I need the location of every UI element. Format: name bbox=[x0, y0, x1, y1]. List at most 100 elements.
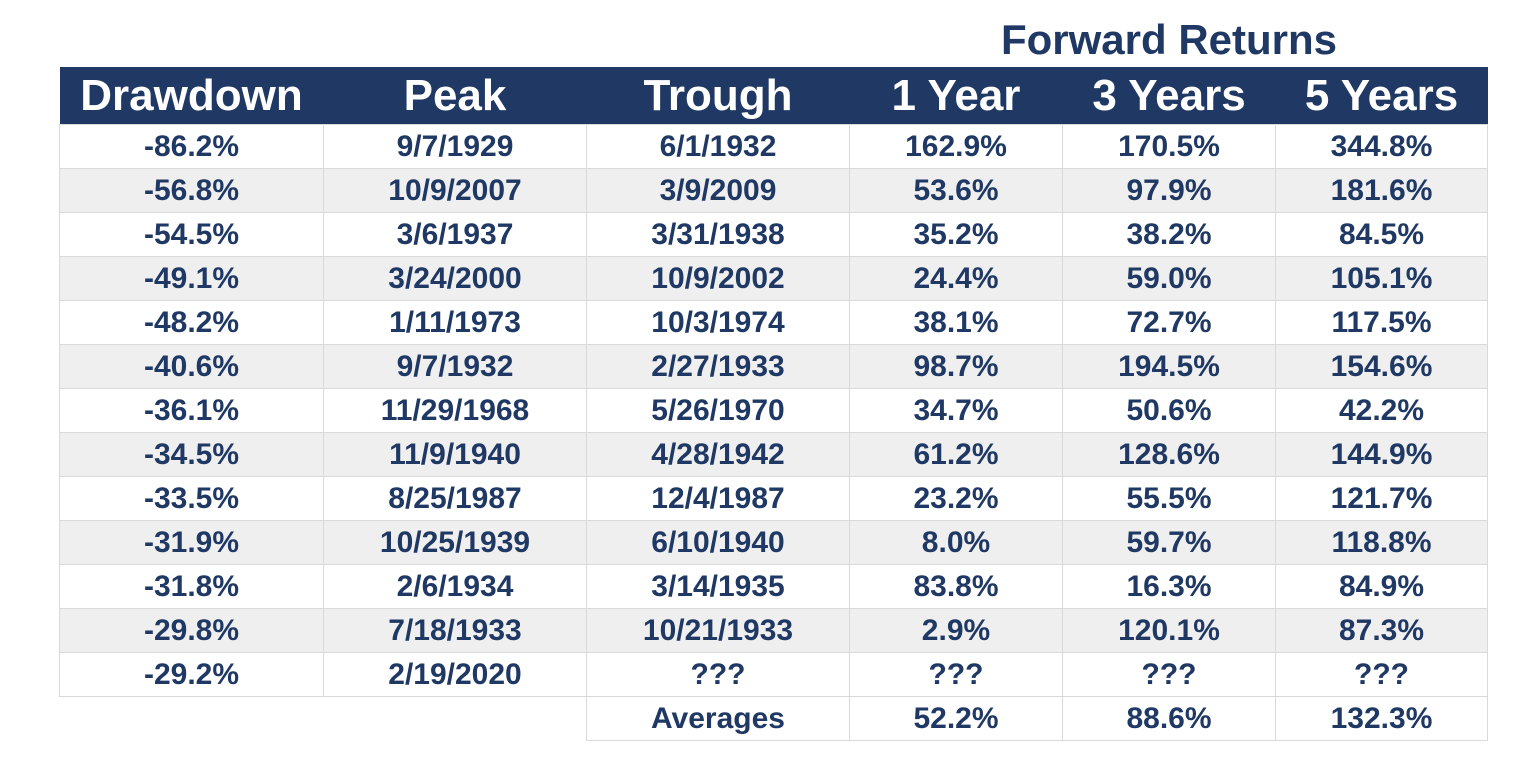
drawdown-cell: -34.5% bbox=[59, 432, 324, 477]
table-row: -29.2% 2/19/2020???????????? bbox=[59, 652, 1488, 697]
peak-cell: 2/6/1934 bbox=[323, 564, 587, 609]
one-year-cell: 8.0% bbox=[849, 520, 1063, 565]
peak-cell: 7/18/1933 bbox=[323, 608, 587, 653]
five-years-cell: 154.6% bbox=[1275, 344, 1488, 389]
header-row: Drawdown Peak Trough 1 Year 3 Years 5 Ye… bbox=[59, 67, 1488, 125]
averages-label: Averages bbox=[586, 696, 850, 741]
table-row: -29.8% 7/18/1933 10/21/1933 2.9% 120.1% 87.3% bbox=[59, 608, 1488, 653]
five-years-cell: 84.5% bbox=[1275, 212, 1488, 257]
trough-cell: ??? bbox=[586, 652, 850, 697]
table-row: -86.2% 9/7/1929 6/1/1932 162.9% 170.5% 344.8% bbox=[59, 124, 1488, 169]
drawdown-cell: -48.2% bbox=[59, 300, 324, 345]
drawdown-cell: -33.5% bbox=[59, 476, 324, 521]
table-row: -33.5% 8/25/1987 12/4/1987 23.2% 55.5% 121.7% bbox=[59, 476, 1488, 521]
three-years-cell: 16.3% bbox=[1062, 564, 1276, 609]
drawdown-cell: -31.9% bbox=[59, 520, 324, 565]
column-header-peak: Peak bbox=[323, 67, 587, 125]
five-years-cell: 87.3% bbox=[1275, 608, 1488, 653]
five-years-cell: 118.8% bbox=[1275, 520, 1488, 565]
three-years-cell: 72.7% bbox=[1062, 300, 1276, 345]
trough-cell: 10/21/1933 bbox=[586, 608, 850, 653]
drawdown-cell: -86.2% bbox=[59, 124, 324, 169]
one-year-cell: 38.1% bbox=[849, 300, 1063, 345]
table-body: -86.2% 9/7/1929 6/1/1932 162.9% 170.5% 344.8%… bbox=[59, 124, 1488, 741]
averages-five-years: 132.3% bbox=[1275, 696, 1488, 741]
trough-cell: 3/9/2009 bbox=[586, 168, 850, 213]
five-years-cell: 181.6% bbox=[1275, 168, 1488, 213]
one-year-cell: 2.9% bbox=[849, 608, 1063, 653]
table-row: -54.5% 3/6/1937 3/31/1938 35.2% 38.2% 84.5% bbox=[59, 212, 1488, 257]
peak-cell: 10/25/1939 bbox=[323, 520, 587, 565]
peak-cell: 11/29/1968 bbox=[323, 388, 587, 433]
column-header-5-years: 5 Years bbox=[1275, 67, 1488, 125]
three-years-cell: 194.5% bbox=[1062, 344, 1276, 389]
column-header-3-years: 3 Years bbox=[1062, 67, 1276, 125]
five-years-cell: 84.9% bbox=[1275, 564, 1488, 609]
one-year-cell: 83.8% bbox=[849, 564, 1063, 609]
drawdown-cell: -40.6% bbox=[59, 344, 324, 389]
averages-row: Averages 52.2% 88.6% 132.3% bbox=[60, 696, 1488, 741]
peak-cell: 10/9/2007 bbox=[323, 168, 587, 213]
table-row: -34.5% 11/9/1940 4/28/1942 61.2% 128.6% 144.9… bbox=[59, 432, 1488, 477]
table-row: -40.6% 9/7/1932 2/27/1933 98.7% 194.5% 154.6% bbox=[59, 344, 1488, 389]
five-years-cell: 105.1% bbox=[1275, 256, 1488, 301]
three-years-cell: 59.7% bbox=[1062, 520, 1276, 565]
table-row: -31.8% 2/6/1934 3/14/1935 83.8% 16.3% 84.9% bbox=[59, 564, 1488, 609]
one-year-cell: 23.2% bbox=[849, 476, 1063, 521]
one-year-cell: 35.2% bbox=[849, 212, 1063, 257]
five-years-cell: ??? bbox=[1275, 652, 1488, 697]
peak-cell: 9/7/1932 bbox=[323, 344, 587, 389]
drawdown-cell: -54.5% bbox=[59, 212, 324, 257]
one-year-cell: 61.2% bbox=[849, 432, 1063, 477]
three-years-cell: 38.2% bbox=[1062, 212, 1276, 257]
five-years-cell: 42.2% bbox=[1275, 388, 1488, 433]
trough-cell: 10/3/1974 bbox=[586, 300, 850, 345]
one-year-cell: 98.7% bbox=[849, 344, 1063, 389]
three-years-cell: 170.5% bbox=[1062, 124, 1276, 169]
table-row: -36.1% 11/29/1968 5/26/1970 34.7% 50.6% 42.2% bbox=[59, 388, 1488, 433]
trough-cell: 3/14/1935 bbox=[586, 564, 850, 609]
five-years-cell: 121.7% bbox=[1275, 476, 1488, 521]
trough-cell: 3/31/1938 bbox=[586, 212, 850, 257]
five-years-cell: 344.8% bbox=[1275, 124, 1488, 169]
one-year-cell: 53.6% bbox=[849, 168, 1063, 213]
one-year-cell: 162.9% bbox=[849, 124, 1063, 169]
three-years-cell: 59.0% bbox=[1062, 256, 1276, 301]
three-years-cell: ??? bbox=[1062, 652, 1276, 697]
three-years-cell: 128.6% bbox=[1062, 432, 1276, 477]
drawdown-cell: -29.8% bbox=[59, 608, 324, 653]
three-years-cell: 120.1% bbox=[1062, 608, 1276, 653]
drawdown-cell: -56.8% bbox=[59, 168, 324, 213]
column-header-trough: Trough bbox=[586, 67, 850, 125]
peak-cell: 3/24/2000 bbox=[323, 256, 587, 301]
trough-cell: 4/28/1942 bbox=[586, 432, 850, 477]
three-years-cell: 97.9% bbox=[1062, 168, 1276, 213]
table-row: -49.1% 3/24/2000 10/9/2002 24.4% 59.0% 105.1% bbox=[59, 256, 1488, 301]
forward-returns-title: Forward Returns bbox=[1000, 16, 1338, 63]
one-year-cell: 34.7% bbox=[849, 388, 1063, 433]
peak-cell: 9/7/1929 bbox=[323, 124, 587, 169]
averages-one-year: 52.2% bbox=[849, 696, 1063, 741]
five-years-cell: 144.9% bbox=[1275, 432, 1488, 477]
peak-cell: 2/19/2020 bbox=[323, 652, 587, 697]
trough-cell: 5/26/1970 bbox=[586, 388, 850, 433]
averages-three-years: 88.6% bbox=[1062, 696, 1276, 741]
trough-cell: 10/9/2002 bbox=[586, 256, 850, 301]
drawdown-returns-table: Drawdown Peak Trough 1 Year 3 Years 5 Ye… bbox=[59, 67, 1488, 741]
three-years-cell: 50.6% bbox=[1062, 388, 1276, 433]
peak-cell: 11/9/1940 bbox=[323, 432, 587, 477]
table-row: -48.2% 1/11/1973 10/3/1974 38.1% 72.7% 117.5% bbox=[59, 300, 1488, 345]
table-row: -56.8% 10/9/2007 3/9/2009 53.6% 97.9% 181.6% bbox=[59, 168, 1488, 213]
drawdown-cell: -36.1% bbox=[59, 388, 324, 433]
table-row: -31.9% 10/25/1939 6/10/1940 8.0% 59.7% 118.8% bbox=[59, 520, 1488, 565]
one-year-cell: ??? bbox=[849, 652, 1063, 697]
drawdown-cell: -29.2% bbox=[59, 652, 324, 697]
column-header-drawdown: Drawdown bbox=[59, 67, 324, 125]
peak-cell: 3/6/1937 bbox=[323, 212, 587, 257]
peak-cell: 8/25/1987 bbox=[323, 476, 587, 521]
five-years-cell: 117.5% bbox=[1275, 300, 1488, 345]
peak-cell: 1/11/1973 bbox=[323, 300, 587, 345]
trough-cell: 6/10/1940 bbox=[586, 520, 850, 565]
trough-cell: 12/4/1987 bbox=[586, 476, 850, 521]
averages-spacer bbox=[60, 697, 587, 741]
